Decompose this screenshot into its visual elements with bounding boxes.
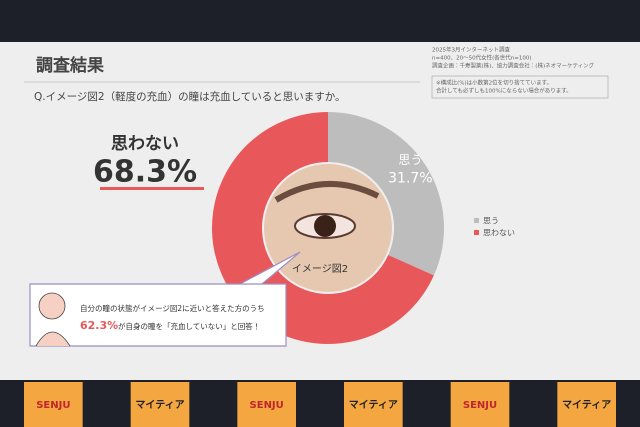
- iris: [314, 215, 336, 237]
- banner-text: マイティア: [562, 399, 611, 411]
- person-icon: [38, 292, 66, 320]
- segment-value: 31.7%: [388, 171, 432, 187]
- headline-value: 68.3%: [93, 155, 197, 190]
- legend-swatch: [474, 218, 479, 223]
- banner-text: マイティア: [135, 399, 184, 411]
- banner: [237, 382, 296, 427]
- legend-swatch: [474, 230, 479, 235]
- banner-text: SENJU: [463, 400, 497, 411]
- callout: 自分の瞳の状態がイメージ図2に近いと答えた方のうち 62.3% が自身の瞳を「充…: [29, 251, 301, 347]
- disclaimer: ※構成比(%)は小数第2位を切り捨てています。: [436, 79, 552, 87]
- banner: [130, 382, 190, 427]
- segment-label: 思う: [398, 153, 422, 167]
- donut-segment: [328, 112, 445, 276]
- legend-label: 思わない: [483, 229, 515, 238]
- callout-text: が自身の瞳を「充血していない」と回答！: [118, 321, 260, 331]
- callout-text: 自分の瞳の状態がイメージ図2に近いと答えた方のうち: [80, 303, 265, 313]
- callout-box: [29, 251, 301, 347]
- banner-text: SENJU: [36, 400, 70, 411]
- headline-underline: [100, 187, 204, 190]
- chart-title: 調査結果: [36, 55, 104, 76]
- note: 調査企画：千寿製薬(株)、協力調査会社：(株)ネオマーケティング: [432, 62, 595, 70]
- banners: SENJU マイティア SENJU マイティア SENJU マイティア: [24, 382, 616, 427]
- note: 2025年3月インターネット調査: [432, 46, 510, 54]
- disclaimer-box: [431, 75, 609, 99]
- banner: [450, 382, 510, 427]
- center-image: [264, 164, 392, 292]
- image-label: イメージ図2: [292, 263, 348, 275]
- headline-category: 思わない: [111, 134, 179, 154]
- person-body: [35, 331, 71, 347]
- banner: [24, 382, 83, 427]
- note: n=400、20～50代女性(各世代n=100): [432, 54, 531, 62]
- chart-subtitle: Q.イメージ図2（軽度の充血）の瞳は充血していると思いますか。: [34, 90, 346, 103]
- banner: [557, 382, 616, 427]
- legend-label: 思う: [483, 217, 499, 226]
- banner-text: マイティア: [349, 399, 398, 411]
- callout-highlight: 62.3%: [80, 319, 118, 332]
- eyebrow: [274, 180, 380, 203]
- disclaimer: 合計しても必ずしも100%にならない場合があります。: [436, 87, 572, 95]
- banner-text: SENJU: [250, 400, 284, 411]
- banner: [344, 382, 403, 427]
